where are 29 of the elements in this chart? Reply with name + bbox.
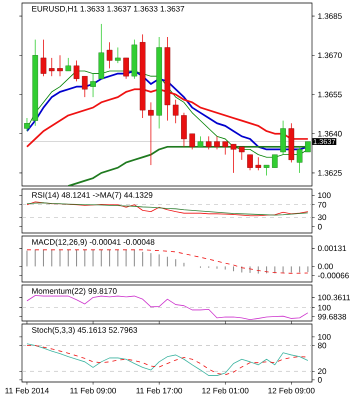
y-tick-label: 100: [318, 334, 331, 340]
y-tick-label: 20: [318, 368, 326, 374]
chart-title: MACD(12,26,9) -0.00041 -0.00048: [32, 238, 154, 246]
y-tick-label: 70: [318, 202, 326, 208]
y-tick-label: 0: [318, 224, 322, 230]
x-tick-label: 11 Feb 2014: [5, 388, 49, 394]
y-tick-label: 100: [318, 192, 331, 198]
y-tick-label: 1.3640: [318, 130, 342, 137]
chart-title: Momentum(22) 99.8170: [32, 288, 117, 296]
chart-title: Stoch(5,3,3) 45.1613 52.7963: [32, 326, 138, 334]
y-tick-label: 80: [318, 342, 326, 348]
x-tick-label: 12 Feb 09:00: [268, 388, 315, 394]
y-tick-label: 100: [318, 304, 331, 311]
x-tick-label: 12 Feb 01:00: [202, 388, 249, 394]
chart-title: EURUSD,H1 1.3633 1.3637 1.3633 1.3637: [32, 6, 184, 13]
y-tick-label: 1.3670: [318, 52, 342, 58]
y-tick-label: 0.00: [318, 264, 333, 270]
y-tick-label: 1.3625: [318, 170, 342, 176]
y-tick-label: 100.3611: [318, 294, 350, 300]
y-tick-label: 1.3655: [318, 92, 342, 98]
chart-title: RSI(14) 48.1241 ->MA(7) 44.1329: [32, 192, 152, 200]
y-tick-label: 0: [318, 377, 322, 383]
y-tick-label: 1.3685: [318, 13, 342, 19]
y-tick-label: -0.00066: [318, 272, 349, 278]
y-tick-label: 99.6838: [318, 314, 346, 320]
x-tick-label: 11 Feb 09:00: [70, 388, 116, 394]
y-tick-label: 30: [318, 214, 326, 220]
y-tick-label: 0.00131: [318, 245, 346, 252]
x-tick-label: 11 Feb 17:00: [136, 388, 182, 394]
